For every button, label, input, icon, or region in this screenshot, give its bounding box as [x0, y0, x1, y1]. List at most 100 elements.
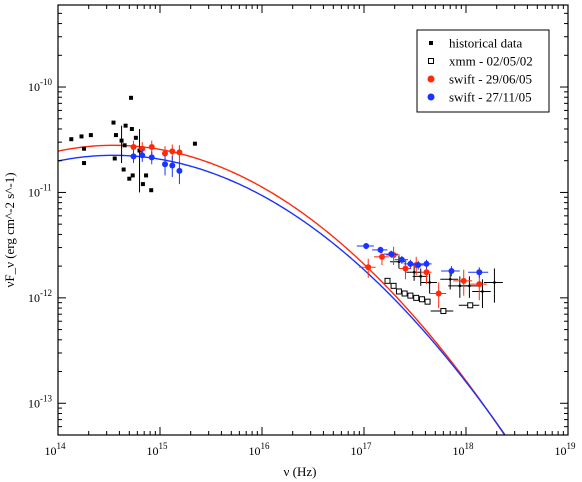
- data-point: [407, 260, 414, 267]
- data-point: [418, 296, 425, 303]
- data-point: [407, 292, 414, 299]
- data-point: [129, 126, 134, 131]
- data-point: [440, 308, 447, 315]
- data-point: [467, 302, 474, 309]
- data-point: [82, 161, 87, 166]
- data-point: [162, 150, 169, 157]
- data-point: [129, 95, 134, 100]
- legend: historical data xmm - 02/05/02 swift - 2…: [416, 29, 550, 113]
- y-axis-label: νF_ν (erg cm^-2 s^-1): [2, 172, 17, 287]
- data-point: [363, 243, 370, 250]
- data-point: [113, 133, 118, 138]
- y-tick-label: 10-13: [28, 393, 52, 410]
- data-point: [365, 264, 372, 271]
- data-point: [377, 246, 384, 253]
- data-point: [169, 162, 176, 169]
- data-point: [398, 256, 405, 263]
- x-tick-label: 1016: [249, 441, 271, 458]
- x-tick-label: 1019: [555, 441, 577, 458]
- data-point: [111, 120, 116, 125]
- y-tick-label: 10-10: [28, 77, 52, 94]
- legend-entry-swift-june: swift - 29/06/05: [427, 72, 532, 87]
- data-point: [130, 173, 135, 178]
- legend-label: historical data: [449, 36, 523, 51]
- legend-box: [416, 29, 550, 113]
- data-point: [435, 290, 442, 297]
- legend-marker-open-square: [428, 58, 434, 64]
- data-point: [424, 298, 431, 305]
- legend-entry-historical: historical data: [429, 36, 523, 51]
- legend-marker-red-circle: [427, 75, 435, 83]
- x-tick-labels: 1014 1015 1016 1017 1018 1019: [45, 441, 577, 458]
- data-point: [148, 143, 155, 150]
- data-point: [423, 260, 430, 267]
- data-points: [69, 95, 503, 315]
- data-point: [401, 290, 408, 297]
- x-tick-label: 1015: [147, 441, 169, 458]
- data-point: [69, 137, 74, 142]
- data-point: [428, 281, 431, 284]
- data-point: [137, 148, 142, 153]
- y-tick-label: 10-12: [28, 288, 52, 305]
- data-point: [122, 143, 127, 148]
- data-point: [468, 284, 471, 288]
- series-swift-27-11-05: [130, 149, 489, 278]
- data-point: [123, 123, 128, 128]
- data-point: [169, 148, 176, 155]
- data-point: [192, 141, 197, 146]
- legend-label: xmm - 02/05/02: [449, 54, 533, 69]
- data-point: [460, 277, 467, 284]
- data-point: [476, 281, 483, 288]
- plot-frame: [57, 4, 569, 436]
- axis-ticks: [57, 4, 568, 436]
- legend-entry-swift-november: swift - 27/11/05: [427, 90, 532, 105]
- data-point: [121, 167, 126, 172]
- x-tick-label: 1018: [453, 441, 475, 458]
- series-xmm-02-05-02: [384, 277, 480, 315]
- data-point: [119, 138, 124, 143]
- data-point: [412, 270, 416, 274]
- data-point: [176, 149, 183, 156]
- data-point: [139, 145, 146, 152]
- data-point: [402, 265, 409, 272]
- data-point: [423, 269, 430, 276]
- legend-label: swift - 27/11/05: [449, 90, 532, 105]
- data-point: [82, 146, 87, 151]
- legend-label: swift - 29/06/05: [449, 72, 532, 87]
- data-point: [139, 152, 146, 159]
- x-tick-label: 1017: [351, 441, 373, 458]
- data-point: [448, 277, 452, 281]
- data-point: [419, 275, 423, 278]
- data-point: [162, 161, 169, 168]
- x-tick-label: 1014: [45, 441, 67, 458]
- data-point: [395, 288, 402, 295]
- legend-marker-filled-square: [429, 41, 433, 45]
- data-point: [388, 251, 395, 258]
- data-point: [149, 188, 154, 193]
- data-point: [415, 261, 422, 268]
- data-point: [130, 143, 137, 150]
- y-tick-label: 10-11: [28, 182, 52, 199]
- data-point: [493, 281, 496, 284]
- legend-marker-blue-circle: [427, 93, 435, 101]
- y-tick-labels: 10-10 10-11 10-12 10-13: [28, 77, 52, 410]
- x-axis-label: ν (Hz): [284, 464, 317, 479]
- data-point: [384, 277, 391, 284]
- data-point: [112, 156, 117, 161]
- data-point: [448, 267, 455, 274]
- legend-entry-xmm: xmm - 02/05/02: [428, 54, 533, 69]
- data-point: [127, 176, 132, 181]
- data-point: [79, 134, 84, 139]
- data-point: [140, 182, 145, 187]
- data-point: [476, 269, 483, 276]
- data-point: [133, 135, 138, 140]
- data-point: [413, 294, 420, 301]
- data-point: [378, 253, 385, 260]
- data-point: [481, 290, 484, 293]
- data-point: [148, 154, 155, 161]
- series-historical-data: [69, 95, 197, 193]
- data-point: [88, 133, 93, 138]
- data-point: [390, 282, 397, 289]
- data-point: [144, 173, 149, 178]
